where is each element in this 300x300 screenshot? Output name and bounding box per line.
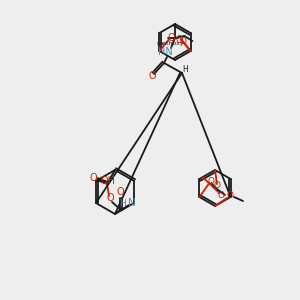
Text: O: O [179,37,186,46]
Text: H: H [182,64,188,74]
Text: HN: HN [158,47,172,57]
Text: O: O [226,191,233,200]
Text: O: O [218,190,225,200]
Text: O: O [176,35,183,45]
Text: H: H [119,199,126,208]
Text: OH: OH [100,176,116,186]
Text: O: O [89,173,97,183]
Text: O: O [148,71,156,81]
Text: N: N [128,198,136,208]
Text: O: O [116,187,124,197]
Text: O: O [208,176,215,185]
Text: O: O [168,33,175,43]
Text: methoxy: methoxy [157,41,184,46]
Text: O: O [214,182,220,190]
Text: O: O [106,193,114,203]
